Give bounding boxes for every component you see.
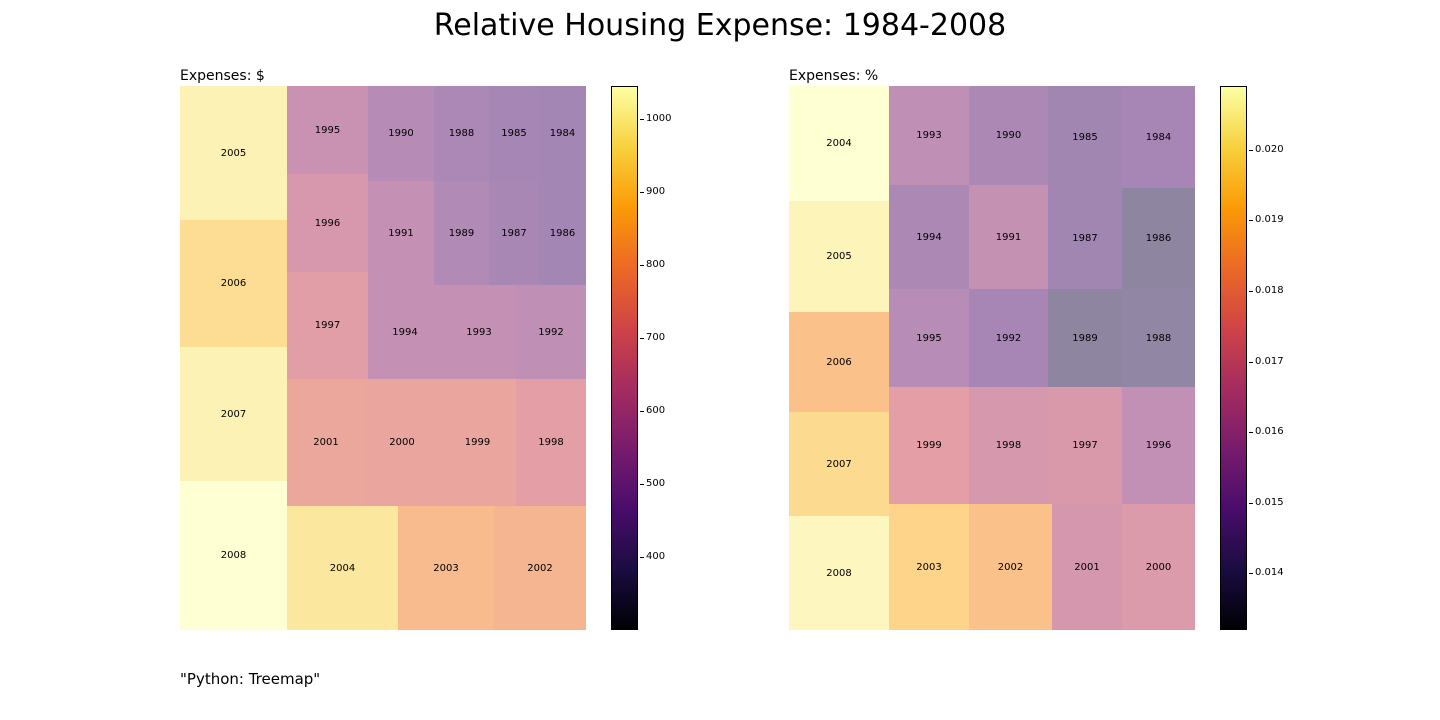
treemap-tile-1997: 1997: [1048, 387, 1122, 504]
colorbar-tick-label: 0.018: [1249, 284, 1284, 296]
treemap-tile-1991: 1991: [969, 185, 1048, 289]
treemap-tile-2001: 2001: [1052, 504, 1122, 630]
treemap-tile-1985: 1985: [489, 86, 539, 181]
treemap-tile-1998: 1998: [969, 387, 1048, 504]
treemap-tile-2003: 2003: [889, 504, 969, 630]
colorbar-tick-label: 0.020: [1249, 143, 1284, 155]
treemap-tile-1990: 1990: [368, 86, 434, 181]
treemap-tile-1993: 1993: [889, 86, 969, 185]
treemap-tile-1995: 1995: [889, 289, 969, 387]
treemap-tile-1987: 1987: [489, 181, 539, 285]
treemap-tile-1996: 1996: [1122, 387, 1195, 504]
treemap-tile-2004: 2004: [287, 506, 398, 630]
treemap-tile-2007: 2007: [789, 412, 889, 516]
treemap-tile-2006: 2006: [180, 220, 287, 347]
treemap-tile-1987: 1987: [1048, 188, 1122, 289]
treemap-tile-2000: 2000: [1122, 504, 1195, 630]
chart-caption: "Python: Treemap": [180, 670, 321, 688]
treemap-tile-1992: 1992: [516, 285, 586, 379]
treemap-tile-1999: 1999: [439, 379, 516, 506]
treemap-tile-1985: 1985: [1048, 86, 1122, 188]
colorbar: [611, 86, 638, 630]
treemap-tile-1986: 1986: [1122, 188, 1195, 289]
colorbar-tick-label: 400: [639, 550, 666, 562]
treemap-tile-2008: 2008: [180, 481, 287, 630]
colorbar-tick-label: 700: [639, 331, 666, 343]
treemap-tile-2005: 2005: [789, 201, 889, 312]
treemap-tile-1990: 1990: [969, 86, 1048, 185]
colorbar-tick-label: 0.014: [1249, 567, 1284, 579]
colorbar-tick-label: 900: [639, 185, 666, 197]
colorbar-tick-label: 0.015: [1249, 496, 1284, 508]
panel-subtitle: Expenses: $: [180, 68, 265, 84]
treemap-tile-1994: 1994: [368, 285, 442, 379]
treemap-tile-1984: 1984: [1122, 86, 1195, 188]
treemap-tile-1988: 1988: [1122, 289, 1195, 387]
treemap-tile-1993: 1993: [442, 285, 516, 379]
treemap-tile-1997: 1997: [287, 272, 368, 379]
treemap-tile-2007: 2007: [180, 347, 287, 481]
treemap-tile-1999: 1999: [889, 387, 969, 504]
treemap-tile-1995: 1995: [287, 86, 368, 174]
treemap-tile-2000: 2000: [365, 379, 439, 506]
treemap-tile-1998: 1998: [516, 379, 586, 506]
colorbar-tick-label: 1000: [639, 112, 672, 124]
chart-title: Relative Housing Expense: 1984-2008: [433, 8, 1007, 43]
treemap-tile-2002: 2002: [969, 504, 1052, 630]
treemap-tile-1991: 1991: [368, 181, 434, 285]
colorbar-tick-label: 500: [639, 477, 666, 489]
colorbar-tick-label: 800: [639, 258, 666, 270]
treemap-tile-1989: 1989: [434, 181, 489, 285]
treemap-tile-2006: 2006: [789, 312, 889, 412]
treemap-tile-1988: 1988: [434, 86, 489, 181]
colorbar-tick-label: 600: [639, 404, 666, 416]
treemap-tile-1989: 1989: [1048, 289, 1122, 387]
treemap-tile-1996: 1996: [287, 174, 368, 272]
treemap-tile-1984: 1984: [539, 86, 586, 181]
treemap-tile-2004: 2004: [789, 86, 889, 201]
treemap-tile-2001: 2001: [287, 379, 365, 506]
treemap-tile-2008: 2008: [789, 516, 889, 630]
treemap-tile-1986: 1986: [539, 181, 586, 285]
treemap-tile-2002: 2002: [494, 506, 586, 630]
treemap-tile-1992: 1992: [969, 289, 1048, 387]
colorbar-tick-label: 0.019: [1249, 214, 1284, 226]
colorbar-tick-label: 0.016: [1249, 426, 1284, 438]
colorbar-tick-label: 0.017: [1249, 355, 1284, 367]
treemap-tile-2005: 2005: [180, 86, 287, 220]
colorbar: [1220, 86, 1247, 630]
treemap-tile-2003: 2003: [398, 506, 494, 630]
panel-subtitle: Expenses: %: [789, 68, 879, 84]
treemap-tile-1994: 1994: [889, 185, 969, 289]
